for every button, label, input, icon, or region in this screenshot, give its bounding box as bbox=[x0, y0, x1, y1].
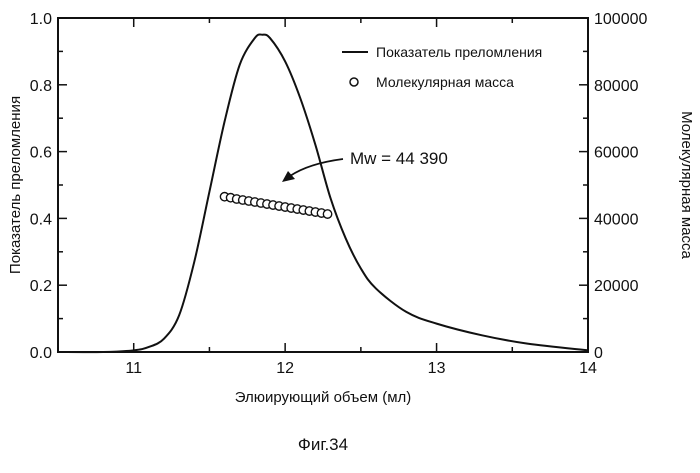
x-axis-title: Элюирующий объем (мл) bbox=[235, 389, 412, 406]
y-right-tick-label: 60000 bbox=[594, 145, 639, 162]
plot-frame bbox=[57, 17, 589, 353]
y-right-tick-label: 0 bbox=[594, 345, 603, 362]
y-left-tick-label: 0.0 bbox=[30, 345, 52, 362]
y-left-tick-label: 0.8 bbox=[30, 78, 52, 95]
y-right-tick-label: 20000 bbox=[594, 278, 639, 295]
y-axis-left-title: Показатель преломления bbox=[7, 96, 24, 274]
y-right-tick-label: 40000 bbox=[594, 211, 639, 228]
x-tick-label: 13 bbox=[428, 360, 446, 377]
x-tick-label: 11 bbox=[125, 360, 142, 377]
series-layer bbox=[57, 33, 589, 354]
y-axis-right-title: Молекулярная масса bbox=[678, 111, 695, 259]
annotation: Mw = 44 390 bbox=[282, 149, 448, 182]
x-tick-label: 12 bbox=[276, 360, 294, 377]
ticks: 11 12 13 14 0.0 0.2 0.4 0.6 0.8 1.0 0 20000 40000 600… bbox=[30, 11, 648, 377]
x-tick-label: 14 bbox=[579, 360, 597, 377]
y-left-tick-label: 0.2 bbox=[30, 278, 52, 295]
legend-label-molmass: Молекулярная масса bbox=[376, 74, 514, 90]
legend-label-refractive: Показатель преломления bbox=[376, 44, 542, 60]
legend: Показатель преломления Молекулярная масс… bbox=[342, 44, 542, 90]
series-marker-molecular-mass bbox=[322, 209, 333, 219]
annotation-label: Mw = 44 390 bbox=[350, 149, 448, 168]
y-left-tick-label: 0.6 bbox=[30, 145, 52, 162]
legend-marker-swatch bbox=[349, 77, 359, 87]
y-right-tick-label: 100000 bbox=[594, 11, 647, 28]
y-left-tick-label: 1.0 bbox=[30, 11, 52, 28]
series-line-refractive-index bbox=[57, 33, 589, 354]
y-left-tick-label: 0.4 bbox=[30, 211, 52, 228]
annotation-arrowhead bbox=[282, 171, 295, 182]
annotation-arrow bbox=[289, 158, 344, 177]
figure-caption: Фиг.34 bbox=[298, 435, 348, 454]
y-right-tick-label: 80000 bbox=[594, 78, 639, 95]
